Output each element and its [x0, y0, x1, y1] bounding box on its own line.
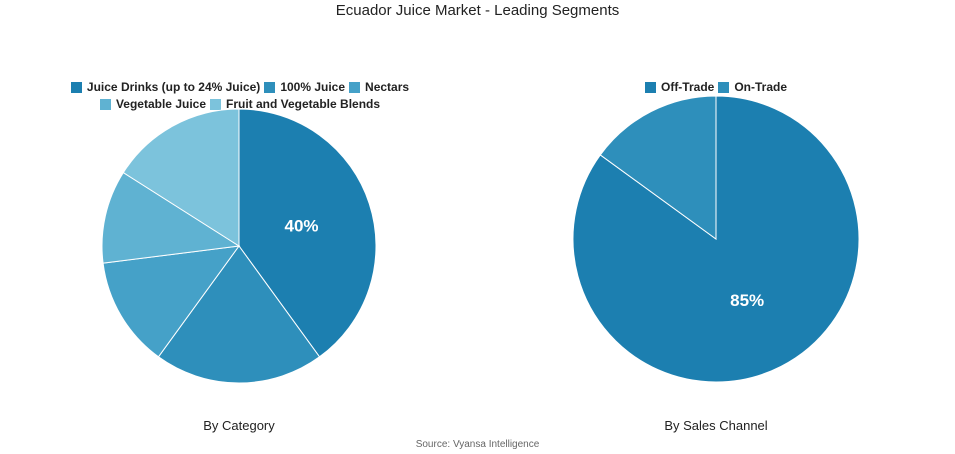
legend-item: 100% Juice [264, 80, 345, 95]
legend-swatch [349, 82, 361, 93]
chart-title: Ecuador Juice Market - Leading Segments [335, 2, 620, 19]
legend-label: 100% Juice [280, 80, 346, 94]
subtitle-category: By Category [203, 418, 275, 433]
pie-slice [157, 245, 321, 384]
pie-slice [238, 108, 377, 358]
legend-swatch [99, 99, 111, 110]
data-label: 40% [285, 217, 319, 236]
legend-label: Nectars [365, 80, 410, 94]
pie-slice [101, 171, 241, 264]
legend-label: Fruit and Vegetable Blends [226, 97, 381, 111]
legend-item: Nectars [349, 80, 409, 95]
legend-label: Vegetable Juice [115, 97, 206, 111]
legend-swatch [70, 82, 82, 93]
legend-swatch [644, 82, 656, 93]
source-note: Source: Vyansa Intelligence [415, 439, 540, 450]
legend-item: Vegetable Juice [99, 97, 206, 112]
subtitle-sales-channel: By Sales Channel [664, 418, 768, 433]
data-label: 85% [730, 291, 764, 310]
legend-category: Juice Drinks (up to 24% Juice) 100% Juice… [15, 80, 465, 114]
legend-label: On-Trade [734, 80, 788, 94]
pie-slice [572, 95, 860, 383]
pie-slice [599, 95, 717, 240]
legend-swatch [264, 82, 276, 93]
legend-item: Juice Drinks (up to 24% Juice) [70, 80, 261, 95]
pie-slice [122, 108, 240, 247]
legend-item: On-Trade [718, 80, 787, 95]
legend-label: Juice Drinks (up to 24% Juice) [86, 80, 261, 94]
legend-label: Off-Trade [660, 80, 715, 94]
legend-swatch [718, 82, 730, 93]
legend-item: Off-Trade [644, 80, 715, 95]
legend-sales-channel: Off-Trade On-Trade [566, 80, 866, 97]
legend-item: Fruit and Vegetable Blends [210, 97, 380, 112]
legend-swatch [210, 99, 221, 110]
pie-slice [102, 245, 241, 358]
